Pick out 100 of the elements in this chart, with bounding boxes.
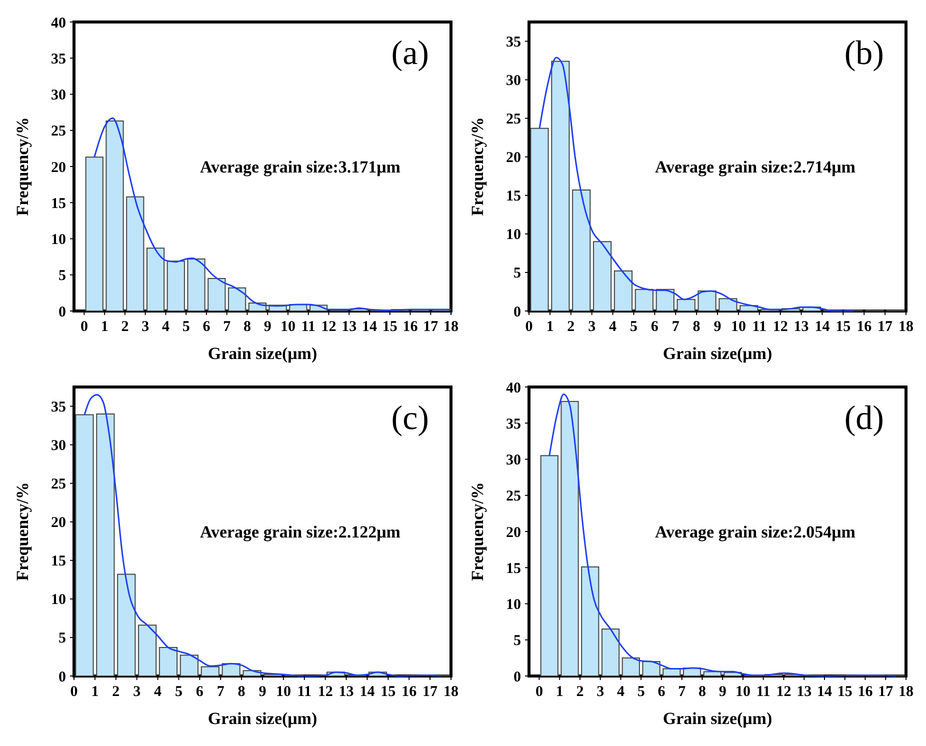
x-tick-label: 4 <box>609 319 618 335</box>
y-tick-label: 35 <box>51 51 66 68</box>
x-tick-label: 10 <box>276 684 291 700</box>
x-tick-label: 6 <box>202 319 211 335</box>
x-tick-label: 7 <box>678 684 686 700</box>
x-tick-label: 3 <box>588 319 596 335</box>
x-tick-label: 3 <box>142 319 150 335</box>
y-tick-label: 0 <box>58 304 66 320</box>
x-tick-label: 2 <box>567 319 575 335</box>
x-tick-label: 14 <box>816 684 832 700</box>
x-tick-label: 11 <box>756 684 770 700</box>
x-tick-label: 4 <box>616 684 625 700</box>
y-tick-label: 5 <box>514 633 521 650</box>
x-tick-label: 2 <box>576 684 584 700</box>
y-tick-label: 15 <box>51 196 66 212</box>
x-tick-label: 17 <box>423 319 439 335</box>
x-axis-title: Grain size(μm) <box>208 709 318 728</box>
x-tick-label: 16 <box>402 319 418 335</box>
y-tick-label: 30 <box>506 73 521 90</box>
x-tick-label: 2 <box>121 319 129 335</box>
x-tick-label: 15 <box>837 684 852 700</box>
x-tick-label: 18 <box>444 319 458 335</box>
annotation: Average grain size:2.122μm <box>200 522 400 542</box>
x-axis-title: Grain size(μm) <box>662 709 772 728</box>
x-tick-label: 14 <box>362 319 378 335</box>
x-tick-label: 14 <box>360 684 376 700</box>
y-tick-label: 0 <box>58 669 66 686</box>
x-tick-label: 9 <box>714 319 722 335</box>
y-tick-label: 5 <box>58 268 66 284</box>
x-tick-label: 17 <box>422 684 438 700</box>
y-tick-label: 35 <box>51 400 66 416</box>
x-tick-label: 5 <box>630 319 638 335</box>
x-tick-label: 10 <box>280 319 296 335</box>
x-tick-label: 4 <box>154 684 162 700</box>
x-tick-label: 14 <box>814 319 830 335</box>
x-tick-label: 4 <box>162 319 170 335</box>
x-tick-label: 5 <box>182 319 190 335</box>
x-tick-label: 1 <box>100 319 108 335</box>
x-tick-label: 11 <box>752 319 766 335</box>
x-tick-label: 8 <box>238 684 246 700</box>
y-axis-title: Frequency/% <box>13 117 32 216</box>
y-tick-label: 35 <box>506 34 521 51</box>
x-tick-label: 5 <box>637 684 645 700</box>
x-axis-title: Grain size(μm) <box>662 344 772 363</box>
y-tick-label: 25 <box>51 124 66 140</box>
x-tick-label: 16 <box>858 684 874 700</box>
y-tick-label: 25 <box>506 488 521 505</box>
y-tick-label: 0 <box>514 304 521 320</box>
y-tick-label: 15 <box>506 188 521 205</box>
x-tick-label: 6 <box>658 684 666 700</box>
y-tick-label: 35 <box>506 416 521 432</box>
x-tick-label: 9 <box>718 684 726 700</box>
x-tick-label: 13 <box>342 319 357 335</box>
x-tick-label: 12 <box>318 684 333 700</box>
x-tick-label: 15 <box>382 319 398 335</box>
y-tick-label: 40 <box>506 380 521 396</box>
x-tick-label: 7 <box>672 319 680 335</box>
y-tick-label: 15 <box>506 560 521 577</box>
x-tick-label: 7 <box>223 319 232 335</box>
annotation: Average grain size:3.171μm <box>200 158 400 176</box>
x-tick-label: 12 <box>321 319 336 335</box>
y-tick-label: 5 <box>514 266 521 282</box>
y-axis-title: Frequency/% <box>468 117 487 216</box>
x-tick-label: 0 <box>535 684 543 700</box>
x-tick-label: 2 <box>112 684 120 700</box>
x-tick-label: 1 <box>556 684 564 700</box>
x-tick-label: 9 <box>264 319 272 335</box>
y-tick-label: 20 <box>506 524 521 541</box>
x-tick-label: 17 <box>878 684 894 700</box>
x-tick-label: 8 <box>243 319 251 335</box>
y-tick-label: 10 <box>506 597 521 613</box>
y-tick-label: 30 <box>506 452 521 468</box>
x-tick-label: 11 <box>301 319 316 335</box>
y-tick-label: 10 <box>51 592 66 608</box>
y-axis-title: Frequency/% <box>13 482 32 581</box>
y-tick-label: 25 <box>51 476 66 493</box>
x-tick-label: 18 <box>444 684 458 700</box>
x-tick-label: 16 <box>402 684 418 700</box>
x-axis-title: Grain size(μm) <box>208 344 318 363</box>
x-tick-label: 7 <box>216 684 225 700</box>
x-tick-label: 12 <box>776 684 792 700</box>
y-tick-label: 5 <box>58 630 66 647</box>
x-tick-label: 13 <box>796 684 812 700</box>
y-tick-label: 30 <box>51 438 66 454</box>
y-tick-label: 10 <box>506 227 521 244</box>
x-tick-label: 16 <box>856 319 872 335</box>
x-tick-label: 15 <box>836 319 851 335</box>
annotation: (d) <box>844 400 884 437</box>
x-tick-label: 10 <box>735 684 750 700</box>
y-tick-label: 0 <box>514 669 521 686</box>
x-tick-label: 0 <box>80 319 88 335</box>
annotation: (a) <box>391 35 429 72</box>
y-axis-title: Frequency/% <box>468 482 487 581</box>
x-tick-label: 1 <box>546 319 554 335</box>
x-tick-label: 18 <box>898 684 914 700</box>
annotation: (b) <box>844 35 884 72</box>
x-tick-label: 8 <box>692 319 700 335</box>
x-tick-label: 3 <box>596 684 604 700</box>
x-tick-label: 0 <box>525 319 533 335</box>
x-tick-label: 13 <box>794 319 809 335</box>
